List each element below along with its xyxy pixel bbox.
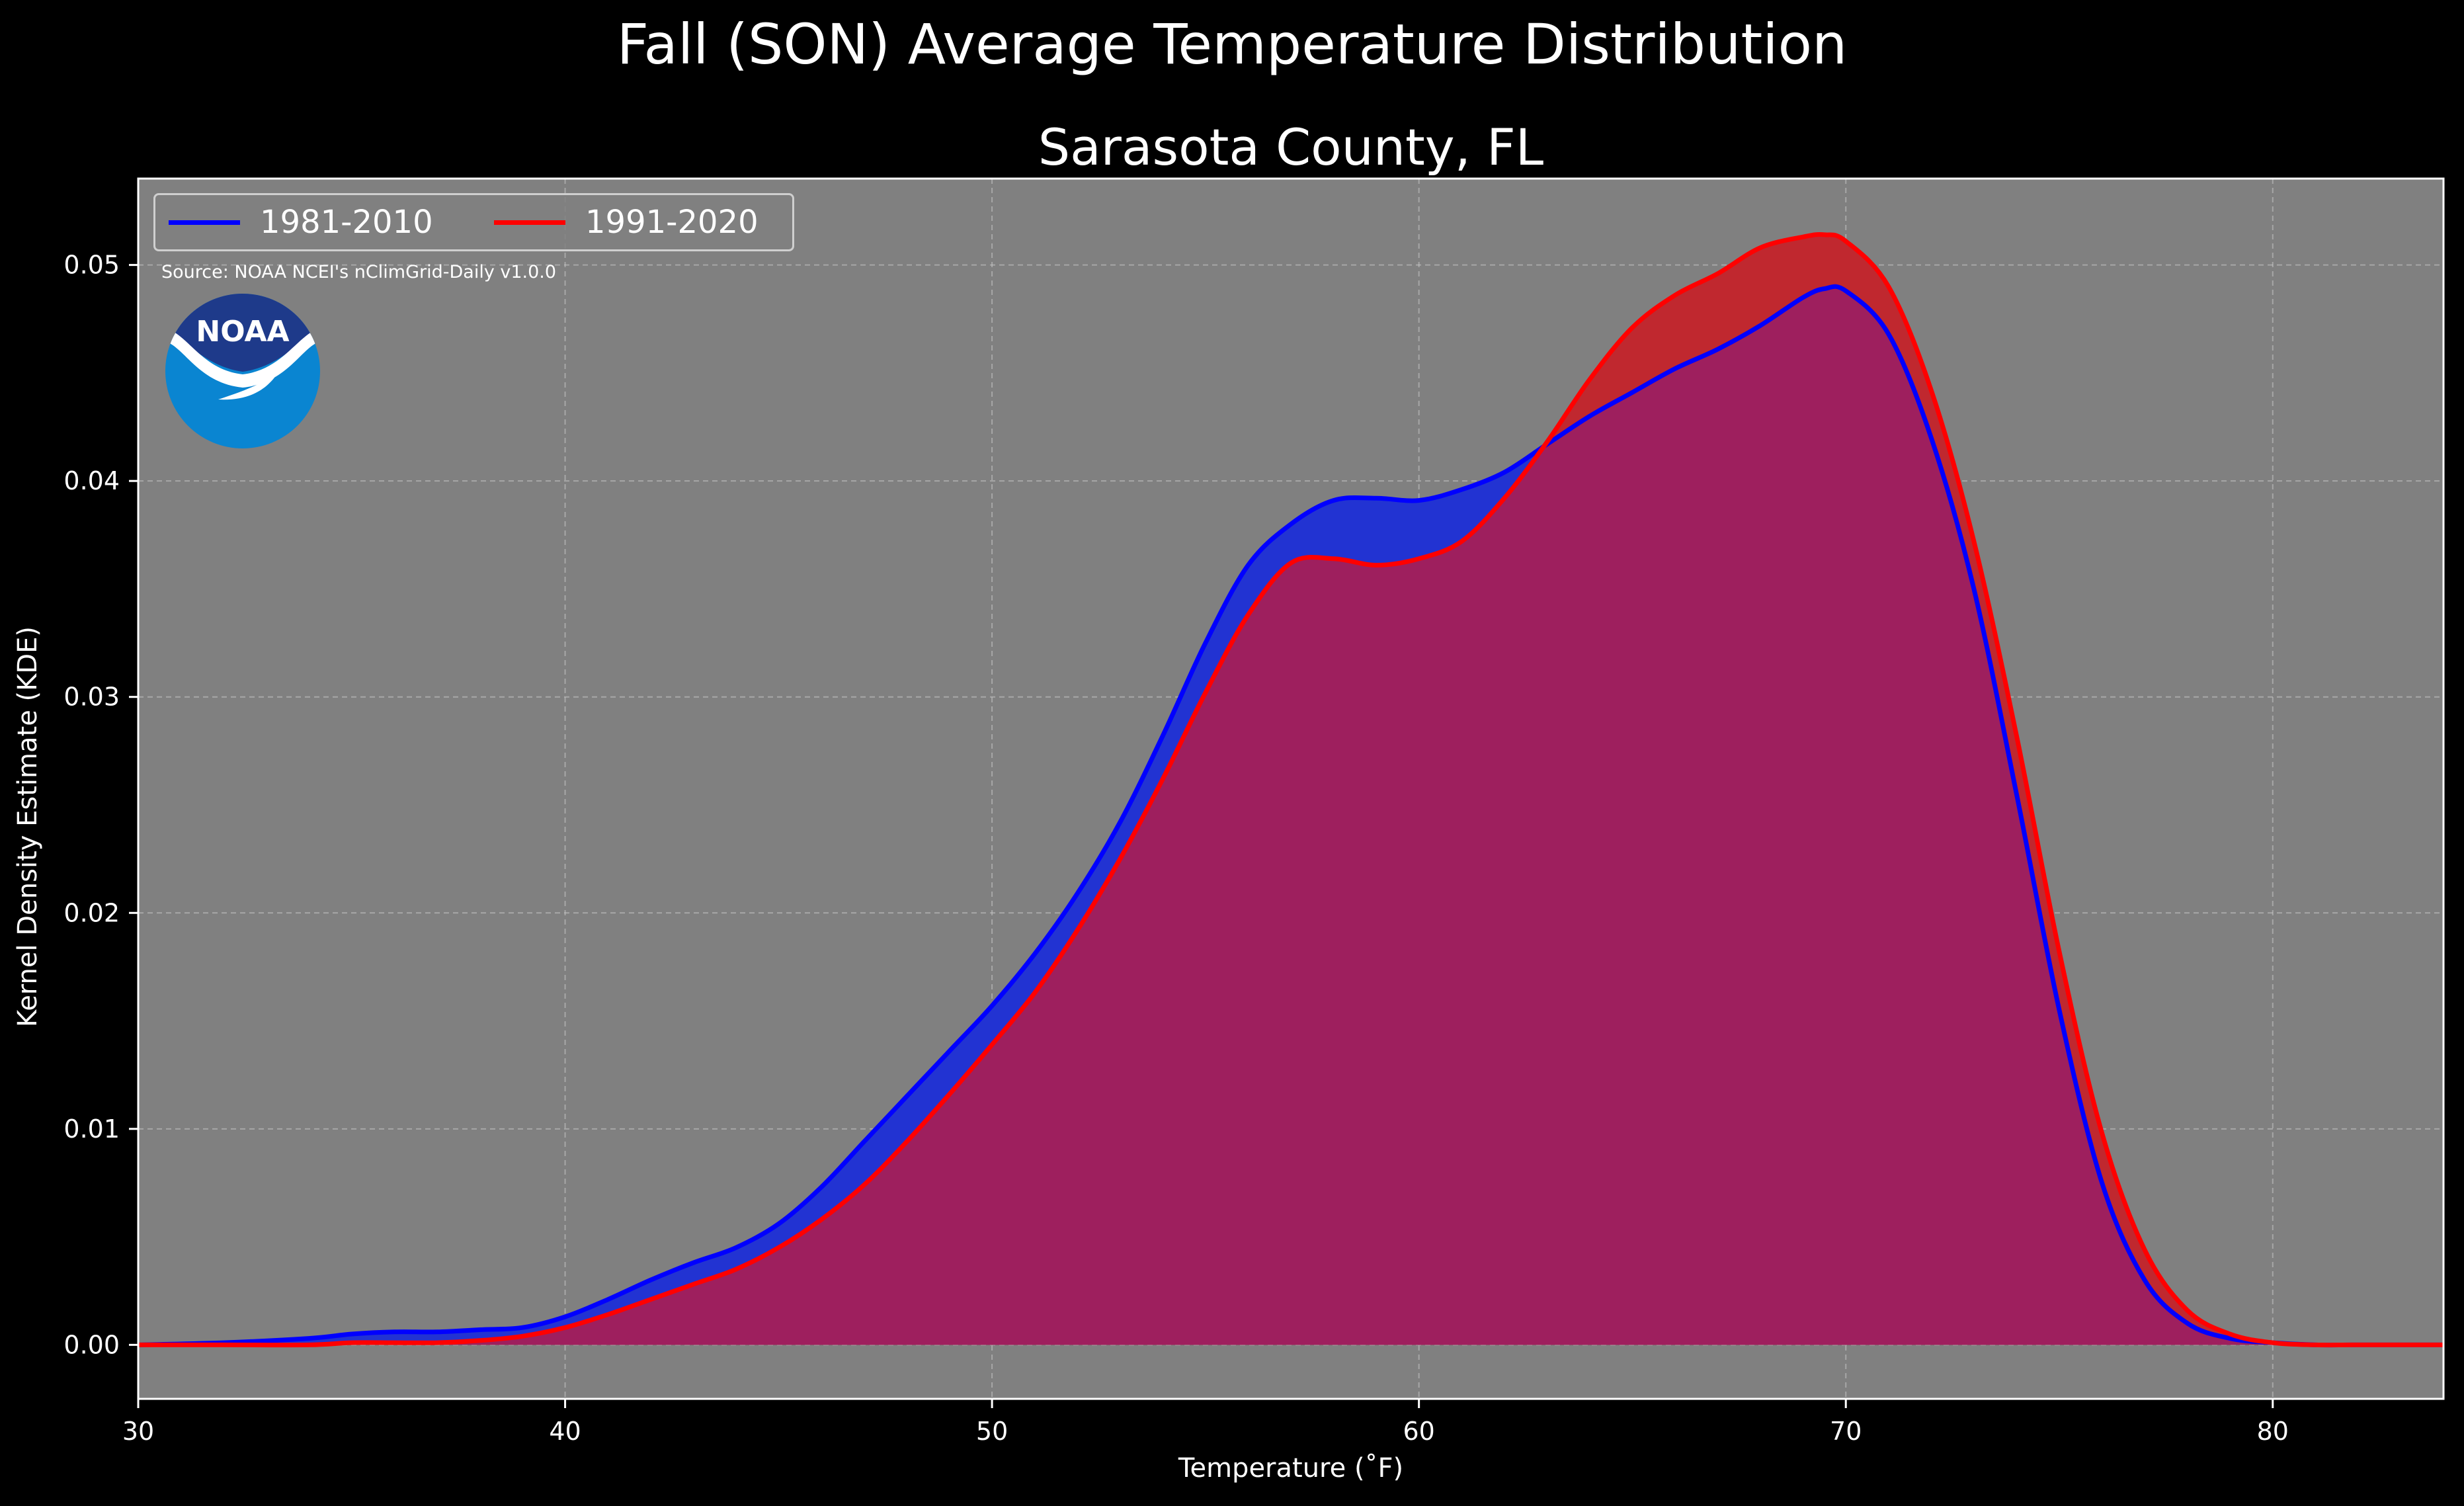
y-tick-label: 0.03	[63, 683, 120, 712]
y-tick-label: 0.04	[63, 466, 120, 495]
x-tick-label: 40	[549, 1417, 581, 1446]
legend-item-1981-2010: 1981-2010	[169, 195, 433, 249]
legend: 1981-2010 1991-2020	[153, 193, 794, 251]
y-tick-label: 0.00	[63, 1330, 120, 1359]
plot-frame	[137, 177, 2445, 1400]
x-axis-label: Temperature (˚F)	[1178, 1453, 1404, 1484]
series-lines	[138, 231, 2443, 1348]
legend-swatch-1991-2020	[494, 220, 565, 225]
legend-label-1991-2020: 1991-2020	[585, 204, 759, 241]
axes	[137, 177, 2445, 1400]
x-tick-label: 30	[122, 1417, 154, 1446]
legend-label-1981-2010: 1981-2010	[260, 204, 433, 241]
y-tick-label: 0.01	[63, 1114, 120, 1144]
y-tick-label: 0.05	[63, 251, 120, 280]
legend-item-1991-2020: 1991-2020	[494, 195, 759, 249]
series-line-1981-2010	[138, 284, 2443, 1348]
y-tick-label: 0.02	[63, 898, 120, 927]
x-tick-label: 80	[2257, 1417, 2289, 1446]
x-tick-label: 70	[1830, 1417, 1862, 1446]
figure-title: Fall (SON) Average Temperature Distribut…	[616, 12, 1848, 77]
x-tick-label: 60	[1403, 1417, 1434, 1446]
source-note: Source: NOAA NCEI's nClimGrid-Daily v1.0…	[161, 262, 557, 282]
y-axis-label: Kernel Density Estimate (KDE)	[13, 626, 43, 1028]
legend-swatch-1981-2010	[169, 220, 240, 225]
tick-marks: 30 40 50 60 70 80 0.00 0.01 0.02 0.03 0.04 0.05	[63, 251, 2289, 1446]
chart-subtitle: Sarasota County, FL	[1038, 118, 1544, 177]
x-tick-label: 50	[976, 1417, 1008, 1446]
noaa-logo-text: NOAA	[196, 315, 289, 349]
noaa-logo: NOAA	[165, 294, 320, 448]
area-fills	[138, 234, 2443, 1345]
area-fill-overlap	[138, 286, 2443, 1345]
series-line-1991-2020	[138, 231, 2443, 1348]
